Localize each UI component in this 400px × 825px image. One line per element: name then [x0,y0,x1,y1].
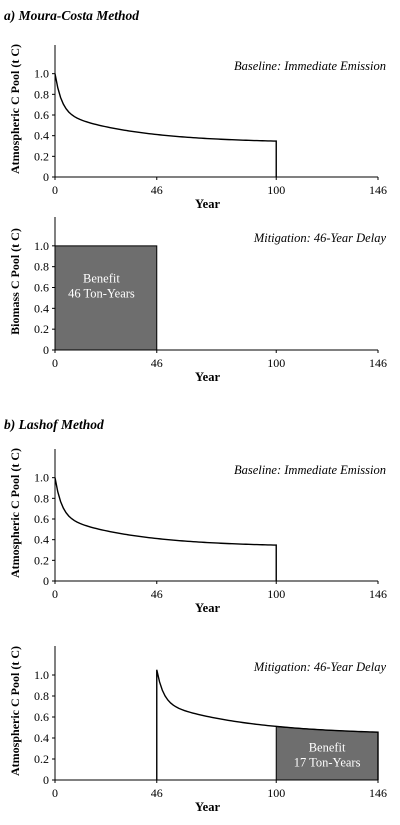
x-tick-label: 146 [369,183,387,197]
x-tick-label: 146 [369,786,387,800]
y-tick-label: 0.6 [34,281,49,295]
y-axis-label: Atmospheric C Pool (t C) [8,44,22,174]
panel-label: Mitigation: 46-Year Delay [253,231,387,245]
charts: 0 0.2 0.4 0.6 0.8 1.0 0 46 100 146 Year Atmospheric… [8,44,387,814]
y-tick-label: 0.4 [34,129,49,143]
x-tick-label: 146 [369,587,387,601]
y-tick-label: 1.0 [34,67,49,81]
y-axis-label: Atmospheric C Pool (t C) [8,646,22,776]
y-tick-label: 0.6 [34,710,49,724]
y-tick-label: 1.0 [34,668,49,682]
chart-mc-mitigation: 0 0.2 0.4 0.6 0.8 1.0 0 46 100 146 Year Biomass C P… [8,217,387,384]
y-tick-label: 0.2 [34,322,49,336]
x-axis-label: Year [195,370,220,384]
x-tick-label: 100 [267,587,285,601]
section-title-b: b) Lashof Method [4,417,104,432]
y-tick-label: 0.2 [34,149,49,163]
chart-mc-baseline: 0 0.2 0.4 0.6 0.8 1.0 0 46 100 146 Year Atmospheric… [8,44,387,211]
benefit-value: 46 Ton-Years [68,286,135,300]
y-tick-label: 0.6 [34,512,49,526]
section-title-a: a) Moura-Costa Method [4,8,139,23]
panel-label: Baseline: Immediate Emission [234,463,386,477]
benefit-value: 17 Ton-Years [294,756,361,770]
panel-label: Mitigation: 46-Year Delay [253,660,387,674]
y-tick-label: 0.2 [34,553,49,567]
x-axis-label: Year [195,800,220,814]
x-tick-label: 100 [267,356,285,370]
x-tick-label: 100 [267,786,285,800]
y-axis-label: Atmospheric C Pool (t C) [8,448,22,578]
x-tick-label: 146 [369,356,387,370]
series-line [156,669,379,780]
x-tick-label: 0 [52,183,58,197]
y-tick-label: 0 [43,170,49,184]
y-tick-label: 0 [43,574,49,588]
panel-label: Baseline: Immediate Emission [234,59,386,73]
x-tick-label: 46 [151,356,163,370]
y-tick-label: 1.0 [34,239,49,253]
y-tick-label: 0.4 [34,533,49,547]
y-tick-label: 0.4 [34,301,49,315]
benefit-label: Benefit [83,271,120,285]
y-tick-label: 0.4 [34,731,49,745]
y-tick-label: 0.8 [34,491,49,505]
series-line [54,73,277,177]
x-tick-label: 0 [52,786,58,800]
x-tick-label: 46 [151,786,163,800]
y-tick-label: 0.8 [34,689,49,703]
x-axis-label: Year [195,601,220,615]
benefit-label: Benefit [309,741,346,755]
x-tick-label: 100 [267,183,285,197]
x-tick-label: 46 [151,587,163,601]
x-tick-label: 46 [151,183,163,197]
chart-lashof-baseline: 0 0.2 0.4 0.6 0.8 1.0 0 46 100 146 Year Atmospheric… [8,448,387,615]
y-tick-label: 0.8 [34,260,49,274]
x-tick-label: 0 [52,587,58,601]
y-tick-label: 0 [43,343,49,357]
y-tick-label: 0.6 [34,108,49,122]
y-tick-label: 0.2 [34,752,49,766]
y-tick-label: 1.0 [34,471,49,485]
y-tick-label: 0 [43,773,49,787]
x-axis-label: Year [195,197,220,211]
chart-lashof-mitigation: 0 0.2 0.4 0.6 0.8 1.0 0 46 100 146 Year Atmospheric… [8,646,387,814]
y-tick-label: 0.8 [34,87,49,101]
y-axis-label: Biomass C Pool (t C) [8,228,22,335]
series-line [54,477,277,581]
x-tick-label: 0 [52,356,58,370]
